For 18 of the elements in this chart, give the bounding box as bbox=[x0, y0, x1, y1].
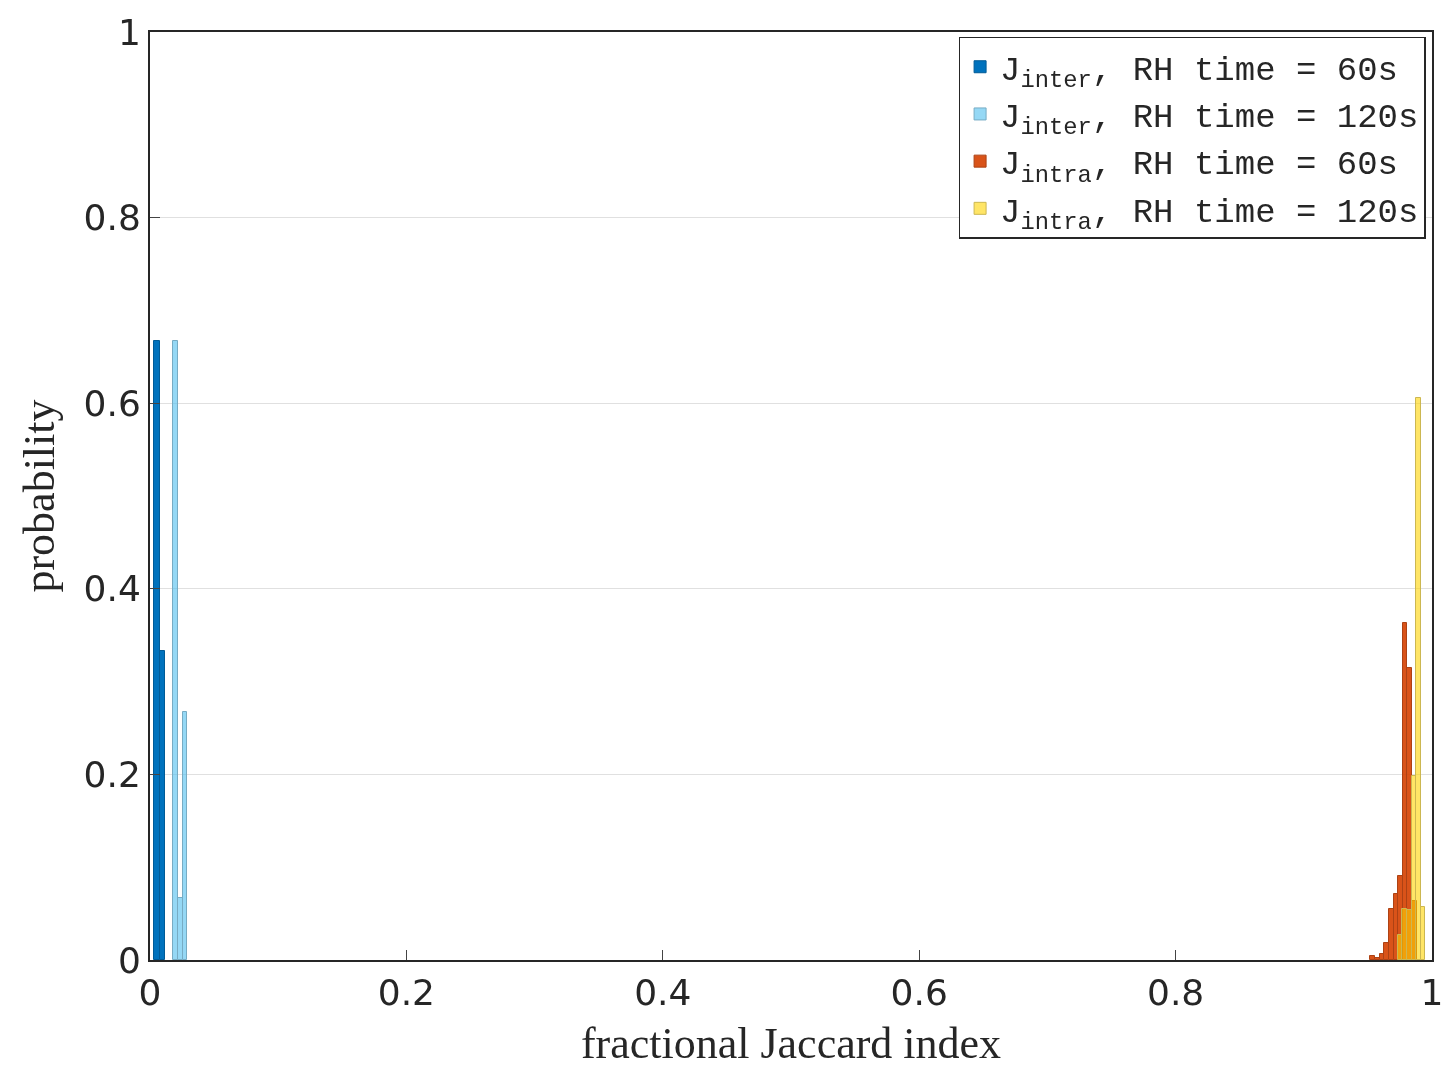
legend-label: J$_{inter}$, RH time = 120s bbox=[1000, 99, 1419, 142]
x-tick-label: 0.8 bbox=[1146, 972, 1205, 1014]
y-tick-label: 1 bbox=[117, 11, 141, 53]
y-tick-label: 0.4 bbox=[83, 568, 141, 610]
y-tick-label: 0 bbox=[117, 939, 141, 981]
legend-label: J$_{inter}$, RH time = 60s bbox=[1000, 52, 1398, 95]
x-axis-title: fractional Jaccard index bbox=[580, 1019, 1002, 1068]
y-axis-title: probability bbox=[15, 399, 65, 593]
x-tick-label: 1 bbox=[1420, 972, 1444, 1014]
y-tick-label: 0.6 bbox=[83, 382, 141, 424]
legend-label: J$_{intra}$, RH time = 60s bbox=[1000, 146, 1398, 189]
x-tick-label: 0.4 bbox=[634, 972, 692, 1014]
legend-label: J$_{intra}$, RH time = 120s bbox=[1000, 193, 1419, 236]
y-tick-label: 0.2 bbox=[83, 754, 141, 795]
y-tick-label: 0.8 bbox=[83, 197, 141, 239]
x-tick-label: 0.6 bbox=[890, 972, 948, 1014]
x-tick-label: 0.2 bbox=[377, 972, 436, 1014]
bar bbox=[1369, 955, 1375, 960]
